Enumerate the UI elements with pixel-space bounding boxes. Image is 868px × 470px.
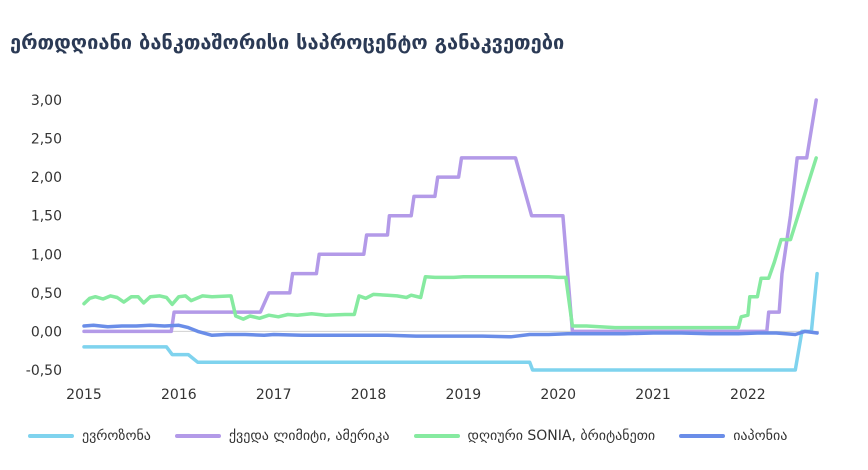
x-tick-label: 2021 xyxy=(635,387,671,403)
y-tick-label: 2,50 xyxy=(31,132,62,148)
legend-swatch xyxy=(28,434,74,438)
legend-item: იაპონია xyxy=(679,428,787,444)
x-tick-label: 2017 xyxy=(256,387,292,403)
series-line-1 xyxy=(82,271,819,372)
legend-label: ევროზონა xyxy=(82,428,151,444)
y-tick-label: 1,50 xyxy=(31,209,62,225)
y-axis-ticks: -0,50 0,00 0,50 1,00 1,50 2,00 2,50 3,00 xyxy=(26,93,62,379)
y-tick-label: 2,00 xyxy=(31,170,62,186)
legend-label: დღიური SONIA, ბრიტანეთი xyxy=(467,428,656,444)
series-lines xyxy=(82,98,819,372)
legend-item: ქვედა ლიმიტი, ამერიკა xyxy=(174,428,390,444)
series-line-4 xyxy=(82,323,819,339)
x-tick-label: 2018 xyxy=(351,387,387,403)
x-tick-label: 2020 xyxy=(540,387,576,403)
x-axis-ticks: 2015 2016 2017 2018 2019 2020 2021 2022 xyxy=(66,387,766,403)
legend: ევროზონა ქვედა ლიმიტი, ამერიკა დღიური SONI… xyxy=(28,424,858,448)
x-tick-label: 2022 xyxy=(730,387,766,403)
chart-title: ერთდღიანი ბანკთაშორისი საპროცენტო განაკვ… xyxy=(10,30,565,54)
y-tick-label: 0,50 xyxy=(31,286,62,302)
y-tick-label: 0,00 xyxy=(31,324,62,340)
legend-item: დღიური SONIA, ბრიტანეთი xyxy=(413,428,656,444)
legend-swatch xyxy=(413,434,460,438)
legend-swatch xyxy=(174,434,221,438)
legend-label: ქვედა ლიმიტი, ამერიკა xyxy=(228,428,390,444)
legend-swatch xyxy=(679,434,726,438)
legend-item: ევროზონა xyxy=(28,428,151,444)
line-chart: -0,500,000,501,001,502,002,503,00 2015 20… xyxy=(26,93,819,403)
x-tick-label: 2019 xyxy=(446,387,482,403)
x-tick-label: 2015 xyxy=(66,387,102,403)
series-line-3 xyxy=(82,156,818,330)
y-tick-label: 1,00 xyxy=(31,247,62,263)
series-line-2 xyxy=(82,98,818,334)
y-tick-label: 3,00 xyxy=(31,93,62,109)
legend-label: იაპონია xyxy=(733,428,788,444)
x-tick-label: 2016 xyxy=(161,387,197,403)
y-tick-label: -0,50 xyxy=(26,363,62,379)
